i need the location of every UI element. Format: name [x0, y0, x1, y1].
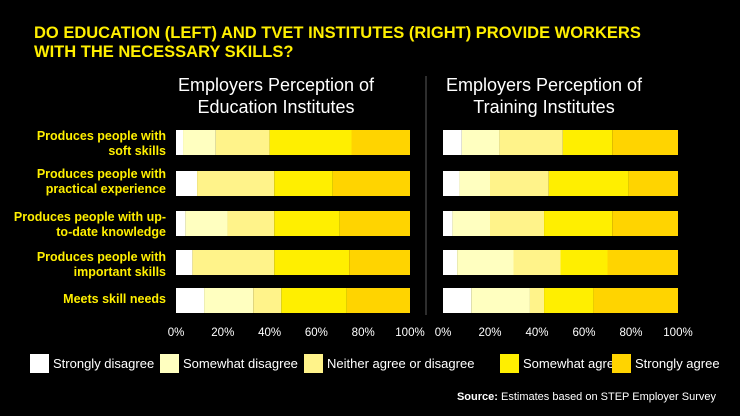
legend-label: Strongly agree — [635, 355, 720, 371]
bar-segment — [443, 250, 458, 275]
bar-segment — [499, 130, 563, 155]
x-tick-label: 0% — [168, 327, 185, 339]
bar-segment — [443, 171, 460, 196]
bar-segment — [204, 288, 254, 313]
x-tick-label: 20% — [478, 327, 501, 339]
legend-swatch — [304, 353, 323, 373]
legend-item: Strongly agree — [612, 352, 720, 374]
bar-segment — [351, 130, 410, 155]
x-tick-label: 40% — [258, 327, 281, 339]
legend-item: Strongly disagree — [30, 352, 154, 374]
bar-segment — [176, 250, 193, 275]
legend-item: Somewhat disagree — [160, 352, 298, 374]
bar-segment — [560, 250, 608, 275]
bar-segment — [197, 171, 275, 196]
chart-title: DO EDUCATION (LEFT) AND TVET INSTITUTES … — [34, 24, 641, 61]
legend-label: Neither agree or disagree — [327, 355, 475, 371]
bar-segment — [459, 171, 490, 196]
bar-segment — [176, 130, 184, 155]
category-label: Produces people with up-to-date knowledg… — [13, 210, 166, 239]
bar-segment — [253, 288, 282, 313]
bar-segment — [461, 130, 500, 155]
legend-label: Somewhat disagree — [183, 355, 298, 371]
bar-segment — [281, 288, 347, 313]
bar-segment — [227, 211, 275, 236]
bar-segment — [452, 211, 490, 236]
legend: Strongly disagree Somewhat disagree Neit… — [30, 352, 730, 374]
x-tick-label: 80% — [352, 327, 375, 339]
bar-segment — [183, 130, 216, 155]
x-tick-label: 80% — [619, 327, 642, 339]
category-label: Produces people with soft skills — [36, 129, 166, 158]
x-tick-label: 60% — [572, 327, 595, 339]
bar-segment — [490, 211, 545, 236]
bar-segment — [332, 171, 410, 196]
x-tick-label: 60% — [305, 327, 328, 339]
bar-segment — [176, 171, 198, 196]
bar-segment — [185, 211, 228, 236]
bar-segment — [562, 130, 613, 155]
bar-segment — [269, 130, 352, 155]
bar-segment — [513, 250, 561, 275]
x-tick-label: 20% — [211, 327, 234, 339]
bar-segment — [215, 130, 270, 155]
right-panel-title: Employers Perception of Training Institu… — [445, 75, 643, 117]
x-tick-label: 100% — [395, 327, 424, 339]
bar-segment — [612, 211, 678, 236]
bar-segment — [593, 288, 678, 313]
category-label: Produces people with important skills — [36, 250, 166, 279]
bar-segment — [339, 211, 410, 236]
source-text: Estimates based on STEP Employer Survey — [500, 391, 716, 403]
bar-segment — [274, 250, 350, 275]
bar-segment — [457, 250, 514, 275]
bar-segment — [529, 288, 545, 313]
bar-segment — [443, 130, 462, 155]
legend-swatch — [500, 353, 519, 373]
legend-item: Somewhat agree — [500, 352, 621, 374]
source-label: Source: — [456, 391, 498, 403]
bar-segment — [443, 288, 472, 313]
legend-swatch — [30, 353, 49, 373]
bar-segment — [176, 288, 205, 313]
bar-segment — [607, 250, 678, 275]
bar-segment — [612, 130, 678, 155]
legend-label: Somewhat agree — [523, 355, 622, 371]
bar-segment — [544, 211, 613, 236]
x-tick-label: 0% — [435, 327, 452, 339]
legend-item: Neither agree or disagree — [304, 352, 474, 374]
bar-segment — [443, 211, 453, 236]
bar-segment — [349, 250, 410, 275]
category-label: Meets skill needs — [63, 292, 166, 306]
bar-segment — [192, 250, 275, 275]
bar-segment — [471, 288, 530, 313]
bar-segment — [628, 171, 678, 196]
category-label: Produces people with practical experienc… — [36, 167, 166, 196]
left-panel-title: Employers Perception of Education Instit… — [177, 75, 375, 117]
bar-segment — [346, 288, 410, 313]
source-note: Source: Estimates based on STEP Employer… — [457, 391, 716, 403]
bar-segment — [176, 211, 186, 236]
bar-segment — [544, 288, 594, 313]
x-tick-label: 100% — [663, 327, 692, 339]
bar-segment — [274, 171, 333, 196]
x-tick-label: 40% — [525, 327, 548, 339]
bar-segment — [274, 211, 340, 236]
legend-label: Strongly disagree — [53, 355, 155, 371]
legend-swatch — [160, 353, 179, 373]
legend-swatch — [612, 353, 631, 373]
bar-segment — [548, 171, 629, 196]
bar-segment — [490, 171, 549, 196]
